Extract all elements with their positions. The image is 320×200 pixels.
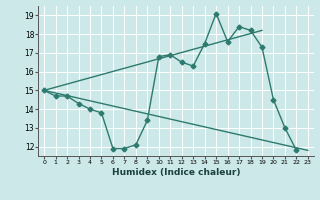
X-axis label: Humidex (Indice chaleur): Humidex (Indice chaleur) bbox=[112, 168, 240, 177]
